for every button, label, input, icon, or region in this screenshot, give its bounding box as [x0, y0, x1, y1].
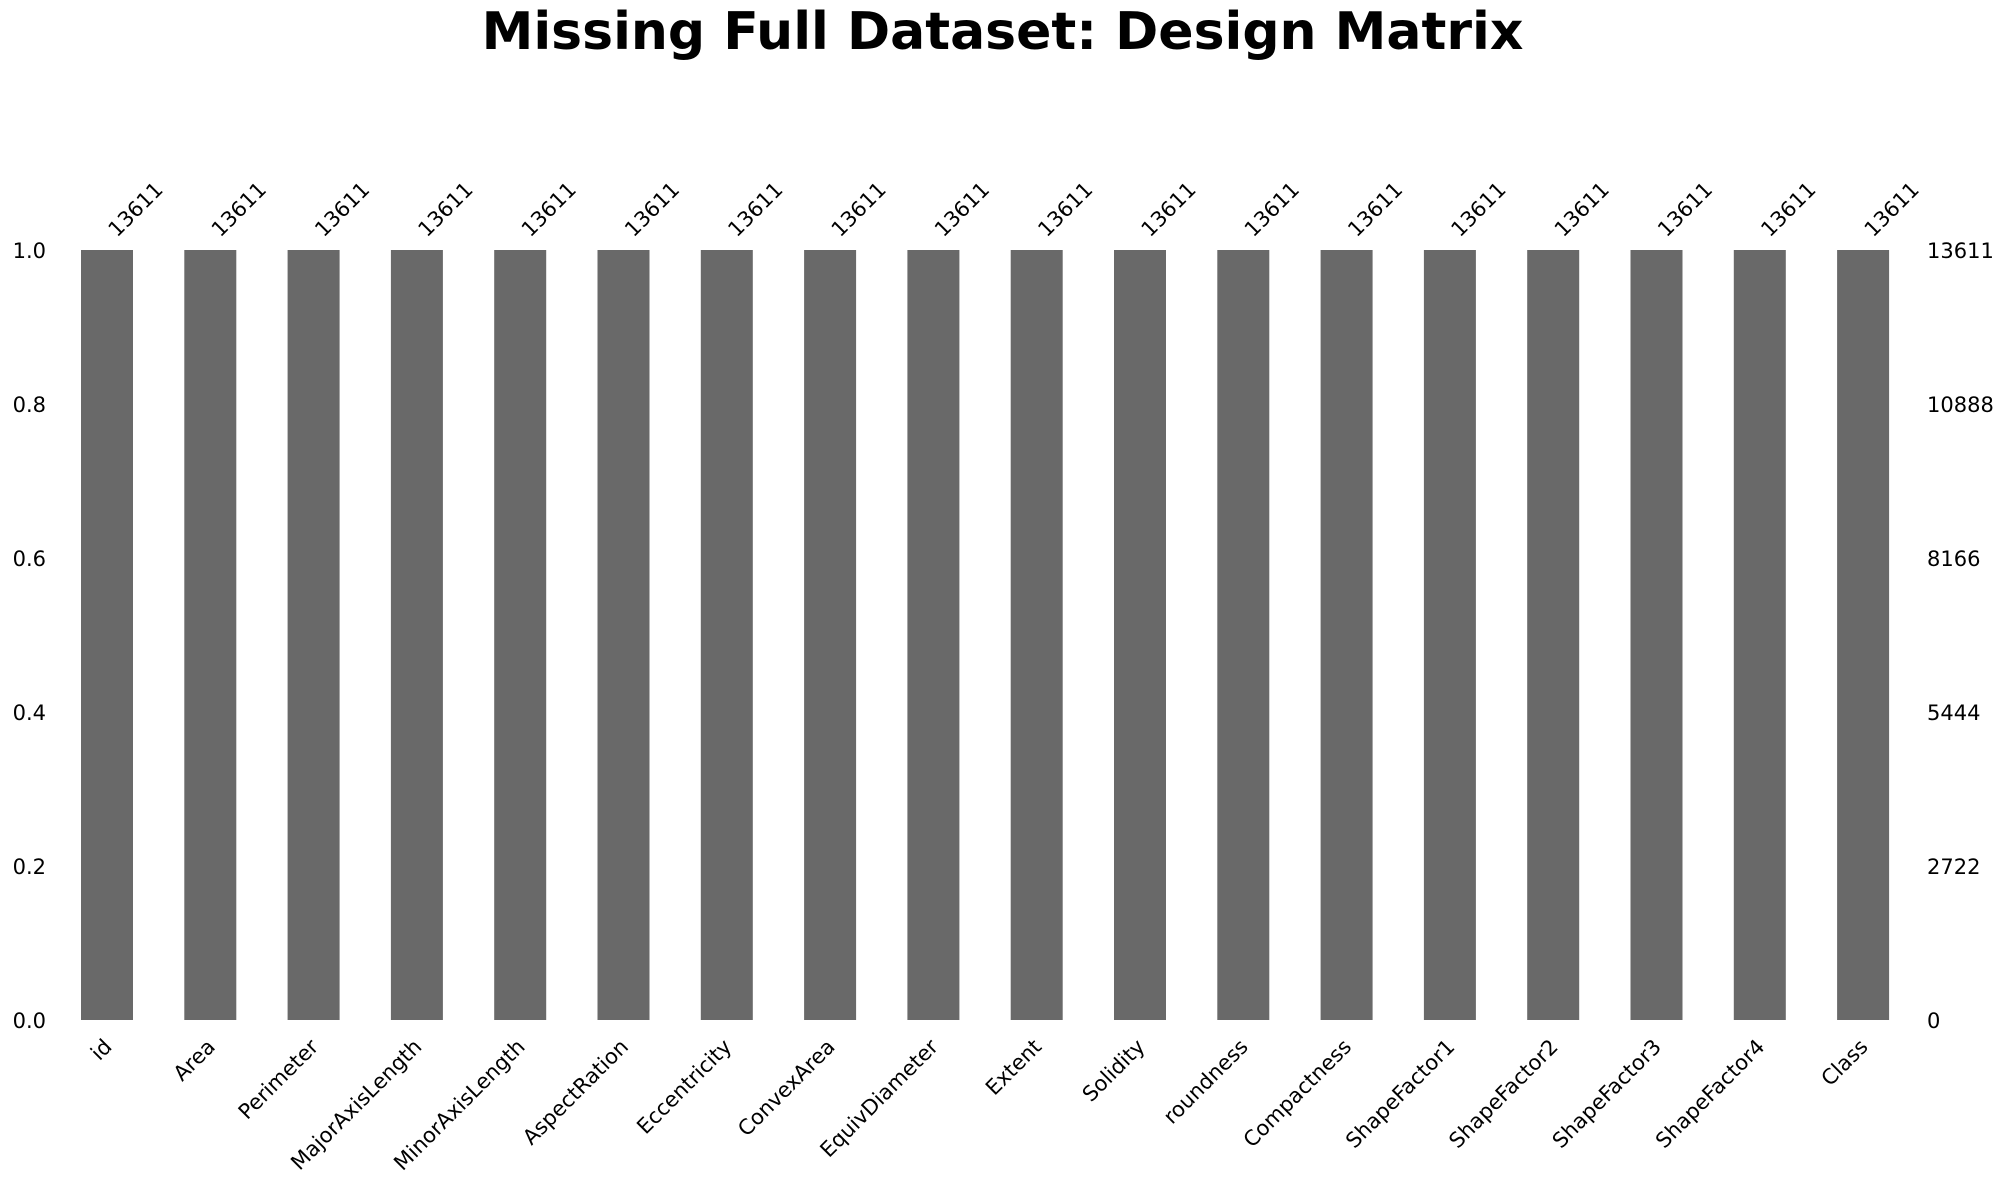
x-tick-labels-group: id Area PerimeterMajorAxisLengthMinorAxisL… — [86, 1034, 1873, 1175]
bar-roundness — [1217, 250, 1270, 1020]
x-tick-label-ConvexArea: ConvexArea — [733, 1035, 839, 1141]
bar-ShapeFactor3 — [1630, 250, 1683, 1020]
x-tick-label-roundness: roundness — [1159, 1035, 1253, 1129]
count-label-id: 13611 — [104, 177, 168, 241]
count-label-MinorAxisLength: 13611 — [517, 177, 581, 241]
y-tick-label-left: 0.4 — [13, 701, 46, 725]
count-label-Solidity: 13611 — [1137, 177, 1201, 241]
y-tick-label-right: 13611 — [1927, 239, 1994, 263]
count-label-Perimeter: 13611 — [310, 177, 374, 241]
x-tick-label-Class: Class — [1817, 1035, 1873, 1091]
bar-Extent — [1010, 250, 1063, 1020]
count-label-Extent: 13611 — [1033, 177, 1097, 241]
chart-title: Missing Full Dataset: Design Matrix — [481, 2, 1524, 62]
bar-AspectRation — [597, 250, 650, 1020]
x-tick-label-Solidity: Solidity — [1078, 1035, 1150, 1107]
bar-ConvexArea — [804, 250, 857, 1020]
x-tick-label-Perimeter: Perimeter — [234, 1034, 324, 1124]
count-label-ShapeFactor3: 13611 — [1653, 177, 1717, 241]
y-tick-label-right: 10888 — [1927, 393, 1994, 417]
count-label-ConvexArea: 13611 — [827, 177, 891, 241]
x-tick-label-id: id — [86, 1035, 117, 1066]
count-label-Eccentricity: 13611 — [723, 177, 787, 241]
count-label-EquivDiameter: 13611 — [930, 177, 994, 241]
y-tick-label-right: 5444 — [1927, 701, 1980, 725]
bars-group — [81, 250, 1890, 1020]
y-tick-label-right: 0 — [1927, 1009, 1940, 1033]
bar-ShapeFactor4 — [1733, 250, 1786, 1020]
x-tick-label-Eccentricity: Eccentricity — [632, 1035, 736, 1139]
count-label-ShapeFactor2: 13611 — [1550, 177, 1614, 241]
y-tick-label-left: 0.8 — [13, 393, 46, 417]
bar-Class — [1837, 250, 1890, 1020]
y-tick-label-right: 2722 — [1927, 855, 1980, 879]
x-tick-label-AspectRation: AspectRation — [518, 1035, 633, 1150]
bar-Perimeter — [287, 250, 340, 1020]
count-label-ShapeFactor4: 13611 — [1756, 177, 1820, 241]
count-label-Compactness: 13611 — [1343, 177, 1407, 241]
bar-id — [81, 250, 133, 1020]
bar-EquivDiameter — [907, 250, 960, 1020]
count-label-Class: 13611 — [1860, 177, 1924, 241]
x-tick-label-ShapeFactor2: ShapeFactor2 — [1444, 1035, 1562, 1153]
x-tick-label-ShapeFactor4: ShapeFactor4 — [1651, 1035, 1769, 1153]
x-tick-label-ShapeFactor1: ShapeFactor1 — [1341, 1035, 1459, 1153]
count-label-roundness: 13611 — [1240, 177, 1304, 241]
y-tick-label-right: 8166 — [1927, 547, 1980, 571]
count-label-AspectRation: 13611 — [620, 177, 684, 241]
y-tick-label-left: 0.6 — [13, 547, 46, 571]
count-label-Area: 13611 — [207, 177, 271, 241]
bar-ShapeFactor1 — [1423, 250, 1476, 1020]
bar-Compactness — [1320, 250, 1373, 1020]
left-axis-group: 0.0 0.2 0.4 0.6 0.8 1.0 — [13, 239, 46, 1033]
x-tick-label-Compactness: Compactness — [1239, 1035, 1356, 1152]
x-tick-label-ShapeFactor3: ShapeFactor3 — [1548, 1035, 1666, 1153]
y-tick-label-left: 0.0 — [13, 1009, 46, 1033]
x-tick-label-Extent: Extent — [981, 1035, 1046, 1100]
y-tick-label-left: 0.2 — [13, 855, 46, 879]
bar-MinorAxisLength — [494, 250, 547, 1020]
bar-Solidity — [1114, 250, 1166, 1020]
right-axis-group: 0 2722 5444 8166 10888 13611 — [1927, 239, 1994, 1033]
count-label-MajorAxisLength: 13611 — [413, 177, 477, 241]
bar-MajorAxisLength — [390, 250, 443, 1020]
x-tick-label-Area: Area — [169, 1035, 220, 1086]
y-tick-label-left: 1.0 — [13, 239, 46, 263]
bar-ShapeFactor2 — [1527, 250, 1580, 1020]
bar-Eccentricity — [700, 250, 753, 1020]
bar-Area — [184, 250, 237, 1020]
count-label-ShapeFactor1: 13611 — [1446, 177, 1510, 241]
count-labels-group: 13611 13611 13611 13611 13611 13611 13611 13611… — [104, 177, 1924, 241]
